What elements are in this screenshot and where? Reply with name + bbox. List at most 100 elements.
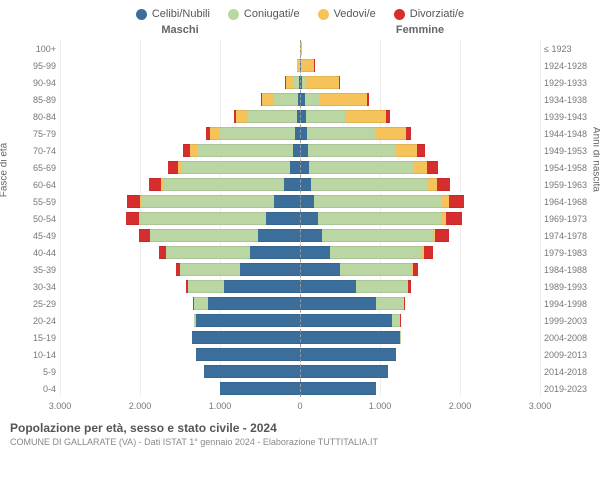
bar-segment-married <box>314 195 442 208</box>
bar-segment-single <box>300 365 388 378</box>
bar-segment-widowed <box>319 93 367 106</box>
bar-segment-married <box>194 297 208 310</box>
bar-male <box>60 246 300 259</box>
age-label: 45-49 <box>16 231 56 241</box>
birth-label: 2014-2018 <box>544 367 596 377</box>
bar-segment-married <box>311 178 427 191</box>
bar-male <box>60 178 300 191</box>
bar-segment-married <box>274 93 298 106</box>
birth-label: 1979-1983 <box>544 248 596 258</box>
bar-segment-divorced <box>413 263 419 276</box>
birth-label: 1989-1993 <box>544 282 596 292</box>
birth-label: 1924-1928 <box>544 61 596 71</box>
age-label: 35-39 <box>16 265 56 275</box>
bar-segment-widowed <box>210 127 219 140</box>
birth-label: 1994-1998 <box>544 299 596 309</box>
bar-segment-single <box>240 263 300 276</box>
bar-segment-divorced <box>339 76 340 89</box>
bar-segment-single <box>300 195 314 208</box>
birth-label: 1934-1938 <box>544 95 596 105</box>
bar-female <box>300 263 540 276</box>
bar-segment-married <box>392 314 400 327</box>
age-label: 75-79 <box>16 129 56 139</box>
bar-male <box>60 161 300 174</box>
legend-swatch <box>136 9 147 20</box>
chart-area: Fasce di età Anni di nascita 100+≤ 19239… <box>0 40 600 397</box>
bar-segment-single <box>300 382 376 395</box>
gender-headers: Maschi Femmine <box>0 24 600 40</box>
birth-label: 2019-2023 <box>544 384 596 394</box>
bar-female <box>300 229 540 242</box>
header-female: Femmine <box>300 24 540 36</box>
bar-segment-single <box>300 144 308 157</box>
bar-female <box>300 161 540 174</box>
birth-label: 1929-1933 <box>544 78 596 88</box>
x-tick: 1.000 <box>209 401 232 411</box>
bar-male <box>60 144 300 157</box>
bar-segment-divorced <box>386 110 389 123</box>
bar-segment-married <box>166 246 250 259</box>
age-label: 0-4 <box>16 384 56 394</box>
bar-segment-widowed <box>427 178 437 191</box>
birth-label: 1969-1973 <box>544 214 596 224</box>
bar-male <box>60 297 300 310</box>
birth-label: ≤ 1923 <box>544 44 596 54</box>
bar-male <box>60 195 300 208</box>
bar-female <box>300 144 540 157</box>
legend-label: Coniugati/e <box>244 8 300 20</box>
bar-segment-divorced <box>127 195 141 208</box>
bar-segment-single <box>204 365 300 378</box>
bar-female <box>300 59 540 72</box>
birth-label: 2004-2008 <box>544 333 596 343</box>
bar-segment-divorced <box>449 195 464 208</box>
bar-male <box>60 229 300 242</box>
birth-label: 1949-1953 <box>544 146 596 156</box>
age-label: 10-14 <box>16 350 56 360</box>
bar-segment-widowed <box>306 76 340 89</box>
bar-segment-single <box>196 314 300 327</box>
bar-segment-single <box>300 246 330 259</box>
legend-swatch <box>394 9 405 20</box>
legend-swatch <box>318 9 329 20</box>
bar-segment-divorced <box>139 229 149 242</box>
bar-segment-married <box>305 93 319 106</box>
bar-segment-single <box>208 297 300 310</box>
bar-segment-widowed <box>375 127 405 140</box>
bar-male <box>60 348 300 361</box>
bar-female <box>300 93 540 106</box>
x-tick: 3.000 <box>529 401 552 411</box>
bar-segment-single <box>300 331 400 344</box>
x-tick: 3.000 <box>49 401 72 411</box>
birth-label: 1974-1978 <box>544 231 596 241</box>
bar-segment-widowed <box>236 110 247 123</box>
bar-segment-single <box>300 297 376 310</box>
bar-segment-single <box>300 314 392 327</box>
bar-segment-widowed <box>345 110 387 123</box>
legend-swatch <box>228 9 239 20</box>
legend-label: Vedovi/e <box>334 8 376 20</box>
bar-male <box>60 93 300 106</box>
bar-segment-widowed <box>301 59 314 72</box>
bar-segment-single <box>284 178 300 191</box>
bar-segment-widowed <box>413 161 427 174</box>
legend-item: Celibi/Nubili <box>136 8 210 20</box>
legend-item: Vedovi/e <box>318 8 376 20</box>
bar-segment-married <box>247 110 297 123</box>
bar-segment-divorced <box>424 246 434 259</box>
age-label: 15-19 <box>16 333 56 343</box>
bar-female <box>300 331 540 344</box>
birth-label: 1984-1988 <box>544 265 596 275</box>
bar-segment-single <box>266 212 300 225</box>
birth-label: 1959-1963 <box>544 180 596 190</box>
bar-segment-married <box>306 110 344 123</box>
bar-segment-married <box>164 178 284 191</box>
bar-female <box>300 314 540 327</box>
bar-segment-widowed <box>262 93 274 106</box>
bar-segment-widowed <box>286 76 293 89</box>
footer: Popolazione per età, sesso e stato civil… <box>0 415 600 447</box>
bar-segment-married <box>180 263 240 276</box>
bar-segment-married <box>356 280 408 293</box>
bar-segment-single <box>300 229 322 242</box>
age-label: 50-54 <box>16 214 56 224</box>
bar-segment-married <box>322 229 432 242</box>
